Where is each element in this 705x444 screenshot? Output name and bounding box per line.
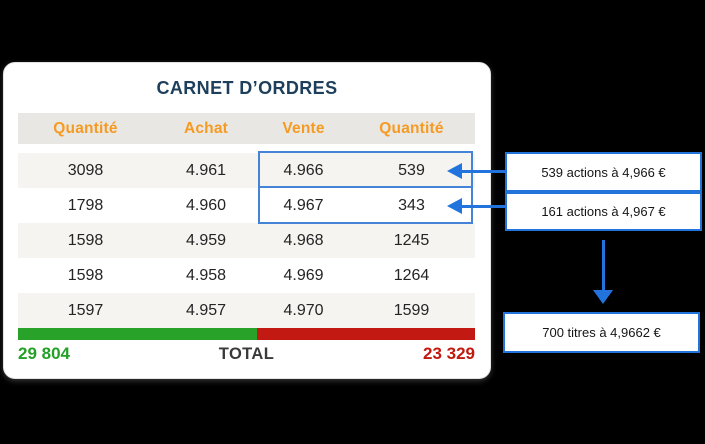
arrow-left-icon	[447, 163, 462, 179]
total-sell-quantity: 23 329	[423, 344, 475, 363]
callout-text: 161 actions à 4,967 €	[541, 204, 666, 219]
table-cell: 4.969	[283, 266, 324, 284]
arrow-left-line-2	[461, 205, 506, 208]
total-buy-quantity: 29 804	[18, 344, 70, 363]
table-row: 1598 4.959 4.968 1245	[18, 223, 475, 258]
table-row: 1798 4.960 4.967 343	[18, 188, 475, 223]
order-book-card: CARNET D’ORDRES Quantité Achat Vente Qua…	[3, 62, 491, 379]
table-cell: 4.961	[185, 161, 227, 179]
callout-text: 539 actions à 4,966 €	[541, 164, 666, 180]
table-cell: 1798	[67, 196, 104, 214]
table-cell: 4.958	[185, 266, 227, 284]
callout-second-ask: 161 actions à 4,967 €	[505, 192, 702, 231]
table-row: 1598 4.958 4.969 1264	[18, 258, 475, 293]
sell-volume-bar	[257, 328, 475, 340]
arrow-left-icon	[447, 198, 462, 214]
table-cell: 539	[398, 161, 425, 179]
arrow-down-icon	[593, 290, 613, 304]
callout-result: 700 titres à 4,9662 €	[503, 312, 700, 353]
totals-row: 29 804 TOTAL 23 329	[18, 344, 475, 364]
column-header-qty-buy: Quantité	[53, 119, 118, 137]
column-header-ask: Vente	[282, 119, 325, 137]
table-cell: 4.959	[185, 231, 227, 249]
table-row: 1597 4.957 4.970 1599	[18, 293, 475, 328]
table-cell: 343	[398, 196, 425, 214]
table-cell: 1598	[67, 266, 104, 284]
callout-text: 700 titres à 4,9662 €	[542, 325, 661, 340]
arrow-down-line	[602, 240, 605, 290]
table-cell: 3098	[67, 161, 104, 179]
table-header-row: Quantité Achat Vente Quantité	[18, 113, 475, 144]
table-cell: 4.968	[283, 231, 324, 249]
table-cell: 4.970	[283, 301, 324, 319]
table-cell: 4.967	[283, 196, 324, 214]
table-cell: 1599	[393, 301, 430, 319]
arrow-left-line-1	[461, 170, 506, 173]
order-book-table: Quantité Achat Vente Quantité 3098 4.961…	[18, 113, 475, 328]
table-cell: 1597	[67, 301, 104, 319]
highlight-box-second-ask	[258, 186, 473, 224]
table-cell: 4.957	[185, 301, 227, 319]
table-cell: 1598	[67, 231, 104, 249]
callout-best-ask: 539 actions à 4,966 €	[505, 152, 702, 192]
highlight-box-best-ask	[258, 151, 473, 188]
table-row: 3098 4.961 4.966 539	[18, 153, 475, 188]
table-cell: 1264	[393, 266, 430, 284]
table-cell: 1245	[393, 231, 430, 249]
column-header-bid: Achat	[183, 119, 229, 137]
buy-volume-bar	[18, 328, 257, 340]
table-cell: 4.966	[283, 161, 324, 179]
total-label: TOTAL	[218, 344, 275, 363]
column-header-qty-sell: Quantité	[379, 119, 444, 137]
table-cell: 4.960	[185, 196, 227, 214]
volume-bar	[18, 328, 475, 340]
card-title: CARNET D’ORDRES	[156, 78, 338, 98]
